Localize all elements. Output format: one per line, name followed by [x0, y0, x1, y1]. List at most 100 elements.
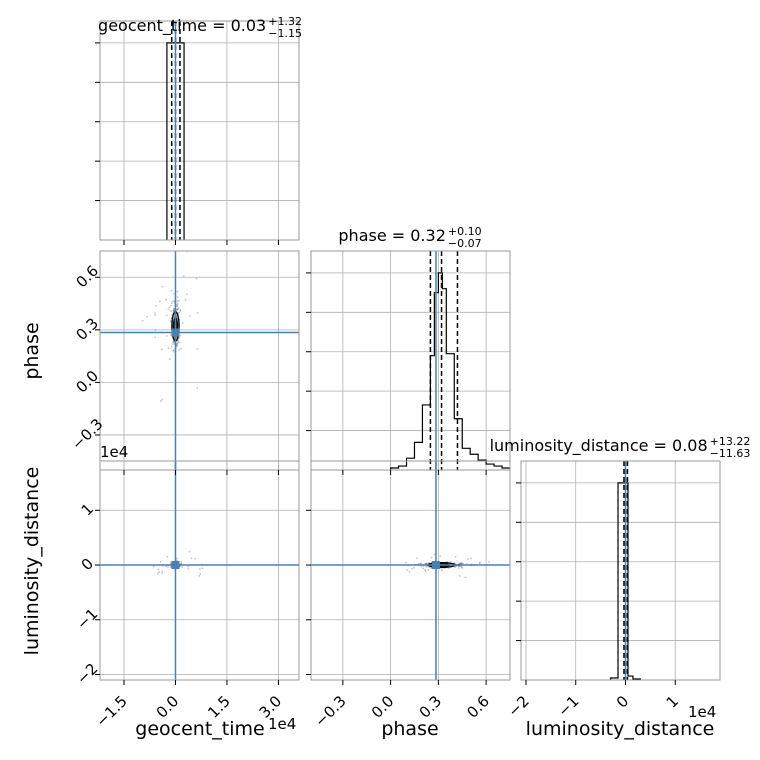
- sample-point: [176, 300, 179, 303]
- offset-label-geocent-time: 1e4: [268, 715, 296, 733]
- hist-group-phase: [311, 251, 510, 470]
- xtick-label-luminosity_distance-0: −2: [504, 692, 532, 720]
- sample-point: [160, 400, 162, 402]
- panel-frame-2-2: [520, 460, 721, 681]
- sample-point: [424, 569, 427, 571]
- sample-point: [405, 561, 407, 564]
- sample-point: [176, 290, 179, 293]
- sample-point: [194, 557, 196, 560]
- sample-point: [176, 296, 179, 299]
- sample-point: [430, 556, 433, 559]
- title-plus-phase: +0.10: [448, 225, 482, 238]
- sample-point: [449, 560, 452, 563]
- offset-label-luminosity-distance-y: 1e4: [100, 443, 128, 461]
- ylabel-phase: phase: [21, 322, 43, 379]
- sample-point: [466, 558, 469, 560]
- sample-point: [170, 345, 173, 348]
- sample-point: [459, 565, 462, 568]
- sample-point: [196, 312, 199, 314]
- xlabel-geocent-time: geocent_time: [135, 718, 264, 740]
- truth-marker-geocent_time-phase: [171, 328, 180, 337]
- sample-point: [154, 312, 156, 314]
- sample-point: [201, 567, 204, 570]
- sample-point: [157, 568, 160, 571]
- xtick-label-phase-3: 0.6: [463, 692, 493, 722]
- sample-point: [161, 570, 164, 573]
- sample-point: [479, 561, 481, 564]
- title-geocent_time: geocent_time = 0.03 +1.32−1.15: [98, 15, 302, 40]
- sample-point: [459, 562, 462, 565]
- truth-marker-geocent_time-luminosity_distance: [171, 561, 180, 570]
- ytick-label-luminosity_distance-3: 1: [78, 500, 97, 519]
- title-plus-luminosity_distance: +13.22: [710, 435, 751, 448]
- sample-point: [188, 550, 191, 553]
- sample-point: [454, 555, 457, 558]
- hist-group-geocent_time: [100, 21, 299, 240]
- sample-point: [177, 341, 180, 343]
- sample-point: [179, 308, 182, 311]
- sample-point: [170, 302, 173, 305]
- panel-frame-2-1: [310, 460, 511, 681]
- panel-frame-0-0: [99, 20, 300, 241]
- panel-frame-1-1: [310, 250, 511, 471]
- sample-point: [172, 292, 175, 295]
- sample-point: [195, 277, 198, 280]
- sample-point: [176, 305, 179, 308]
- sample-point: [460, 562, 463, 564]
- sample-point: [427, 568, 430, 571]
- sample-point: [169, 561, 172, 564]
- sample-point: [454, 566, 456, 569]
- title-text-luminosity_distance: luminosity_distance = 0.08: [490, 436, 708, 456]
- sample-point: [152, 565, 155, 568]
- ytick-label-phase-2: 0.3: [72, 314, 102, 344]
- sample-point: [419, 562, 422, 565]
- ytick-label-phase-3: 0.6: [72, 262, 102, 292]
- sample-point: [156, 572, 159, 575]
- sample-point: [184, 298, 187, 301]
- offset-label-luminosity-distance-x: 1e4: [688, 703, 716, 721]
- sample-point: [165, 335, 168, 337]
- sample-point: [470, 557, 473, 560]
- histogram-luminosity_distance: [609, 482, 641, 680]
- sample-point: [154, 314, 157, 317]
- sample-point: [455, 565, 458, 568]
- sample-point: [167, 566, 169, 569]
- sample-point: [460, 566, 463, 569]
- xtick-label-phase-0: −0.3: [311, 692, 349, 730]
- title-minus-phase: −0.07: [448, 237, 482, 250]
- sample-point: [175, 345, 178, 348]
- sample-point: [178, 341, 181, 344]
- sample-point: [172, 343, 174, 345]
- sample-point: [424, 562, 427, 565]
- sample-point: [187, 568, 190, 570]
- sample-point: [172, 341, 175, 343]
- sample-point: [196, 386, 199, 389]
- sample-point: [410, 567, 413, 570]
- sample-point: [169, 334, 172, 336]
- sample-point: [417, 562, 420, 565]
- sample-point: [165, 314, 168, 317]
- sample-point: [177, 340, 179, 342]
- sample-point: [178, 336, 181, 339]
- panel-frame-2-0: [99, 460, 300, 681]
- sample-point: [158, 300, 161, 303]
- sample-point: [457, 565, 460, 568]
- sample-point: [155, 304, 157, 307]
- sample-point: [420, 562, 422, 565]
- sample-point: [171, 300, 174, 303]
- truth-marker-phase-luminosity_distance: [431, 561, 440, 570]
- sample-point: [179, 310, 182, 312]
- xtick-label-luminosity_distance-2: 0: [613, 692, 632, 711]
- sample-point: [416, 557, 419, 560]
- sample-point: [420, 565, 423, 568]
- title-text-geocent_time: geocent_time = 0.03: [98, 16, 266, 36]
- sample-point: [172, 309, 175, 312]
- xtick-label-geocent_time-0: −1.5: [92, 692, 130, 730]
- sample-point: [199, 573, 202, 575]
- sample-point: [180, 561, 183, 563]
- sample-point: [408, 570, 411, 573]
- sample-point: [161, 398, 164, 401]
- xtick-label-luminosity_distance-3: 1: [663, 692, 682, 711]
- sample-point: [196, 348, 199, 350]
